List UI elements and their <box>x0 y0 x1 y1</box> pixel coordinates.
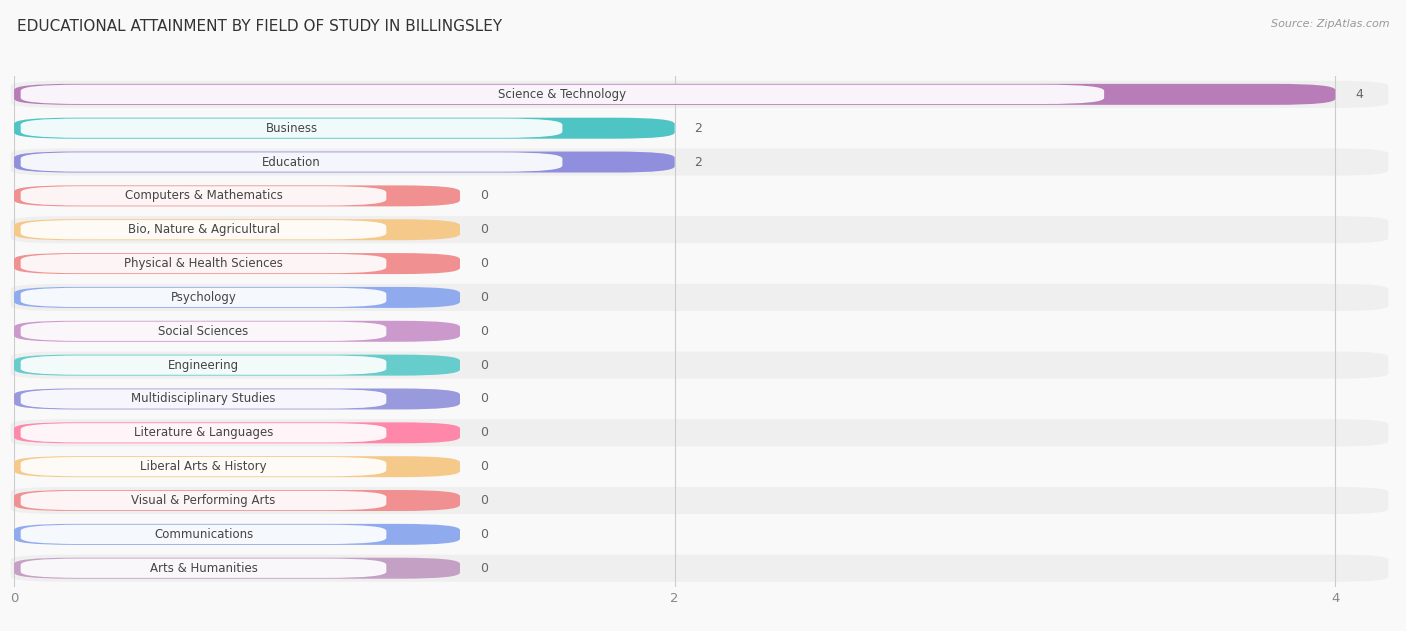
FancyBboxPatch shape <box>14 389 460 410</box>
FancyBboxPatch shape <box>11 216 1388 244</box>
FancyBboxPatch shape <box>11 555 1388 582</box>
Text: Computers & Mathematics: Computers & Mathematics <box>125 189 283 203</box>
Text: 0: 0 <box>479 189 488 203</box>
FancyBboxPatch shape <box>11 148 1388 175</box>
FancyBboxPatch shape <box>14 253 460 274</box>
Text: 2: 2 <box>695 155 703 168</box>
FancyBboxPatch shape <box>11 182 1388 209</box>
Text: 0: 0 <box>479 562 488 575</box>
FancyBboxPatch shape <box>14 151 675 172</box>
FancyBboxPatch shape <box>14 84 1336 105</box>
FancyBboxPatch shape <box>11 318 1388 345</box>
FancyBboxPatch shape <box>14 321 460 342</box>
FancyBboxPatch shape <box>21 254 387 273</box>
Text: 0: 0 <box>479 460 488 473</box>
Text: Arts & Humanities: Arts & Humanities <box>149 562 257 575</box>
FancyBboxPatch shape <box>21 220 387 239</box>
Text: Social Sciences: Social Sciences <box>159 325 249 338</box>
FancyBboxPatch shape <box>21 85 1104 104</box>
Text: 0: 0 <box>479 223 488 236</box>
Text: 0: 0 <box>479 358 488 372</box>
FancyBboxPatch shape <box>11 81 1388 108</box>
FancyBboxPatch shape <box>21 288 387 307</box>
FancyBboxPatch shape <box>21 491 387 510</box>
FancyBboxPatch shape <box>11 487 1388 514</box>
Text: Bio, Nature & Agricultural: Bio, Nature & Agricultural <box>128 223 280 236</box>
Text: 0: 0 <box>479 325 488 338</box>
FancyBboxPatch shape <box>14 558 460 579</box>
Text: Education: Education <box>262 155 321 168</box>
FancyBboxPatch shape <box>11 453 1388 480</box>
FancyBboxPatch shape <box>21 152 562 172</box>
FancyBboxPatch shape <box>11 284 1388 311</box>
Text: Business: Business <box>266 122 318 134</box>
FancyBboxPatch shape <box>11 351 1388 379</box>
FancyBboxPatch shape <box>21 389 387 409</box>
FancyBboxPatch shape <box>14 355 460 375</box>
Text: 0: 0 <box>479 291 488 304</box>
Text: Science & Technology: Science & Technology <box>498 88 627 101</box>
Text: Source: ZipAtlas.com: Source: ZipAtlas.com <box>1271 19 1389 29</box>
FancyBboxPatch shape <box>14 219 460 240</box>
FancyBboxPatch shape <box>14 287 460 308</box>
FancyBboxPatch shape <box>14 118 675 139</box>
FancyBboxPatch shape <box>11 115 1388 142</box>
Text: Physical & Health Sciences: Physical & Health Sciences <box>124 257 283 270</box>
FancyBboxPatch shape <box>14 490 460 511</box>
Text: Communications: Communications <box>153 528 253 541</box>
FancyBboxPatch shape <box>21 355 387 375</box>
Text: 0: 0 <box>479 392 488 406</box>
FancyBboxPatch shape <box>21 423 387 442</box>
Text: 4: 4 <box>1355 88 1362 101</box>
Text: Literature & Languages: Literature & Languages <box>134 427 273 439</box>
Text: 0: 0 <box>479 257 488 270</box>
FancyBboxPatch shape <box>21 457 387 476</box>
FancyBboxPatch shape <box>11 250 1388 277</box>
FancyBboxPatch shape <box>11 521 1388 548</box>
FancyBboxPatch shape <box>14 456 460 477</box>
Text: 0: 0 <box>479 528 488 541</box>
FancyBboxPatch shape <box>21 119 562 138</box>
FancyBboxPatch shape <box>11 386 1388 413</box>
FancyBboxPatch shape <box>14 186 460 206</box>
Text: EDUCATIONAL ATTAINMENT BY FIELD OF STUDY IN BILLINGSLEY: EDUCATIONAL ATTAINMENT BY FIELD OF STUDY… <box>17 19 502 34</box>
Text: Multidisciplinary Studies: Multidisciplinary Studies <box>131 392 276 406</box>
Text: 0: 0 <box>479 427 488 439</box>
Text: 0: 0 <box>479 494 488 507</box>
Text: Engineering: Engineering <box>167 358 239 372</box>
Text: 2: 2 <box>695 122 703 134</box>
FancyBboxPatch shape <box>21 186 387 206</box>
Text: Psychology: Psychology <box>170 291 236 304</box>
FancyBboxPatch shape <box>14 524 460 545</box>
Text: Liberal Arts & History: Liberal Arts & History <box>141 460 267 473</box>
FancyBboxPatch shape <box>14 422 460 444</box>
Text: Visual & Performing Arts: Visual & Performing Arts <box>131 494 276 507</box>
FancyBboxPatch shape <box>21 322 387 341</box>
FancyBboxPatch shape <box>11 419 1388 446</box>
FancyBboxPatch shape <box>21 525 387 544</box>
FancyBboxPatch shape <box>21 558 387 578</box>
